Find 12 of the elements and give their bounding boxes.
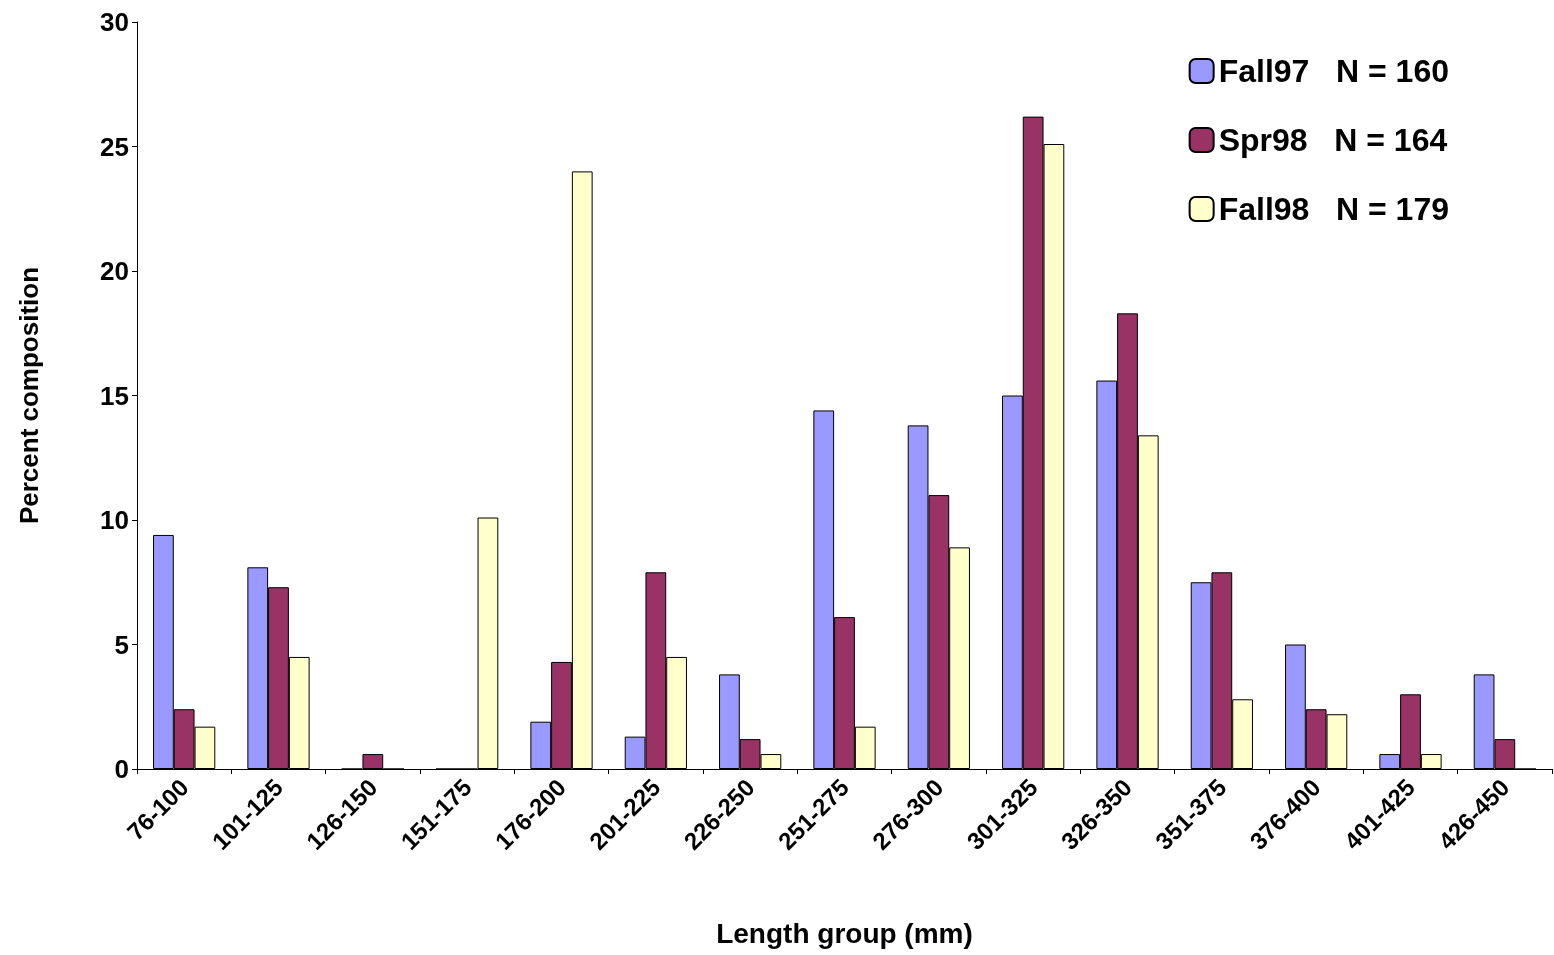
x-axis-title: Length group (mm) bbox=[716, 917, 973, 949]
legend-label: Fall98 N = 179 bbox=[1218, 191, 1449, 227]
y-tick-label: 15 bbox=[100, 380, 129, 411]
y-tick-label: 25 bbox=[100, 131, 129, 162]
y-axis-title: Percent composition bbox=[14, 266, 44, 525]
legend-label: Spr98 N = 164 bbox=[1218, 122, 1448, 158]
y-tick-label: 5 bbox=[114, 629, 129, 660]
y-tick-label: 20 bbox=[100, 256, 129, 286]
legend-label: Fall97 N = 160 bbox=[1218, 53, 1449, 89]
y-tick-label: 30 bbox=[100, 7, 129, 37]
y-tick-label: 10 bbox=[100, 505, 129, 535]
y-tick-label: 0 bbox=[114, 754, 129, 784]
